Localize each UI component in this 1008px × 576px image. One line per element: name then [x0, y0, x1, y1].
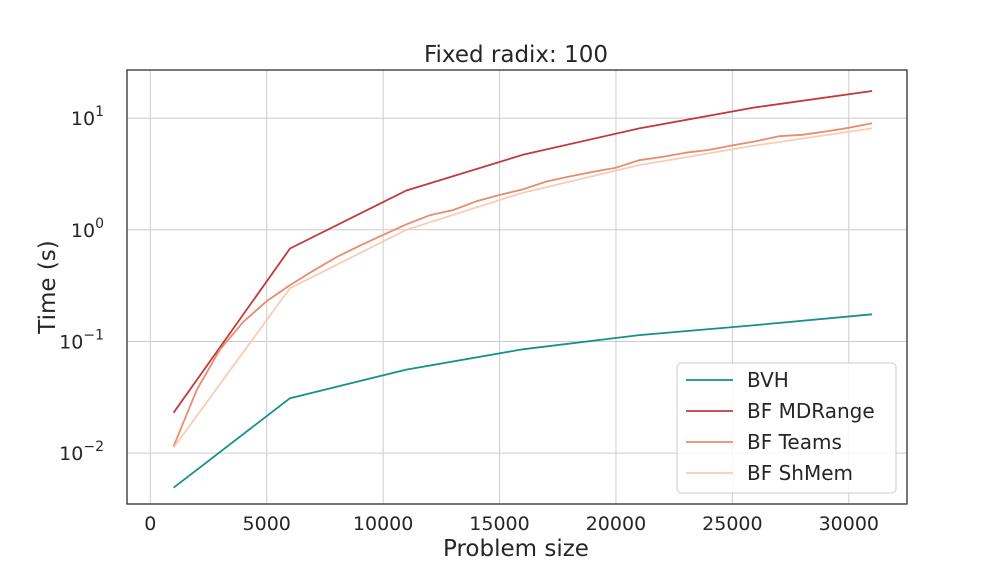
y-tick-label: 10−2 — [59, 439, 104, 465]
y-tick-exponent: −2 — [83, 439, 104, 455]
legend-label-bf-shmem: BF ShMem — [747, 461, 853, 485]
grid — [127, 70, 907, 504]
plot-area-frame — [126, 69, 908, 505]
x-tick-label: 20000 — [586, 513, 646, 535]
y-axis-label: Time (s) — [35, 240, 61, 335]
y-tick-exponent: −1 — [83, 327, 104, 343]
y-tick-base: 10 — [71, 220, 95, 242]
legend-label-bf-mdrange: BF MDRange — [747, 399, 875, 423]
legend-box — [676, 362, 897, 494]
series-line-bf-teams — [172, 122, 873, 447]
x-tick-label: 25000 — [702, 513, 762, 535]
series-line-bf-mdrange — [172, 90, 873, 414]
y-tick-exponent: 0 — [95, 216, 104, 232]
y-tick-base: 10 — [59, 443, 83, 465]
x-tick-label: 0 — [144, 513, 156, 535]
y-tick-exponent: 1 — [95, 104, 104, 120]
x-tick-label: 30000 — [819, 513, 879, 535]
y-tick-label: 10−1 — [59, 327, 104, 353]
series-line-bf-shmem — [172, 127, 873, 449]
legend-label-bf-teams: BF Teams — [747, 430, 842, 454]
y-tick-base: 10 — [59, 331, 83, 353]
series-line-bvh — [173, 313, 873, 489]
y-tick-label: 101 — [71, 104, 104, 130]
x-tick-label: 15000 — [469, 513, 529, 535]
y-tick-base: 10 — [71, 108, 95, 130]
chart-title: Fixed radix: 100 — [424, 42, 608, 68]
y-tick-label: 100 — [71, 216, 104, 242]
x-axis-ticks: 0 5000 10000 15000 20000 25000 30000 — [144, 513, 879, 535]
x-tick-label: 10000 — [353, 513, 413, 535]
legend: BVH BF MDRange BF Teams BF ShMem — [676, 362, 897, 494]
legend-label-bvh: BVH — [747, 368, 789, 392]
x-tick-label: 5000 — [243, 513, 291, 535]
x-axis-label: Problem size — [443, 536, 589, 562]
series-lines — [172, 90, 873, 489]
